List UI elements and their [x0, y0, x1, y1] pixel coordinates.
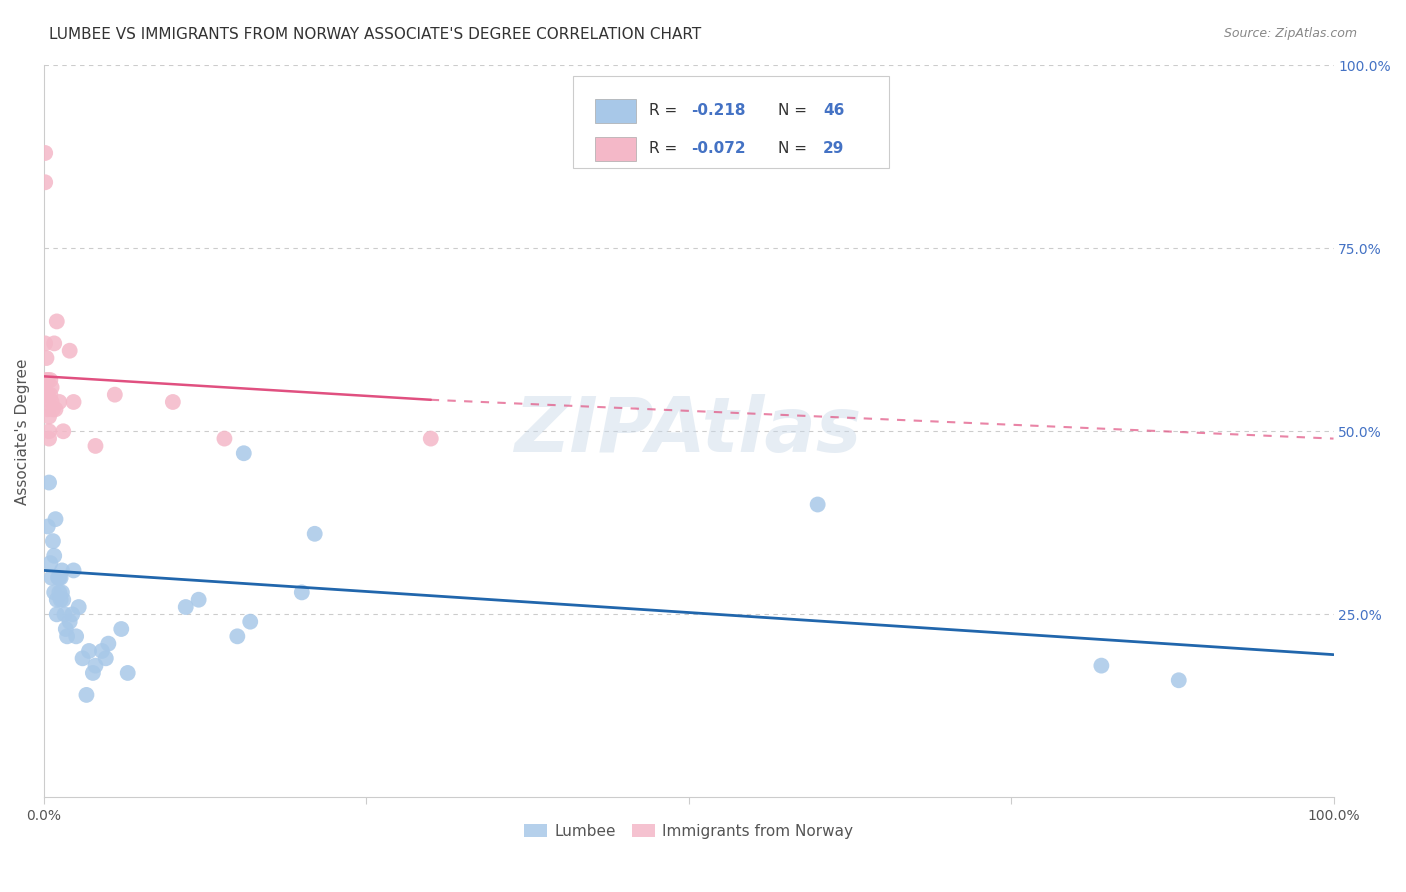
Point: [42, 402, 65, 417]
Text: 29: 29: [823, 141, 844, 156]
Point: [1167, 673, 1189, 688]
Point: [97, 637, 120, 651]
Point: [239, 615, 262, 629]
Point: [51, 563, 73, 577]
Point: [44, 402, 66, 417]
Point: [45, 607, 67, 622]
Point: [35, 373, 58, 387]
Point: [110, 622, 132, 636]
Y-axis label: Associate's Degree: Associate's Degree: [15, 358, 30, 505]
Point: [77, 644, 100, 658]
Point: [52, 592, 75, 607]
Point: [807, 498, 830, 512]
FancyBboxPatch shape: [572, 76, 889, 168]
Point: [419, 432, 441, 446]
Text: N =: N =: [778, 141, 811, 156]
Point: [62, 563, 84, 577]
Point: [34, 336, 56, 351]
Text: -0.218: -0.218: [692, 103, 745, 119]
Point: [52, 424, 75, 438]
Point: [34, 146, 56, 161]
Point: [53, 607, 76, 622]
Text: N =: N =: [778, 103, 811, 119]
Point: [34, 175, 56, 189]
Point: [94, 651, 117, 665]
Point: [44, 549, 66, 563]
Text: 46: 46: [823, 103, 844, 119]
Point: [60, 607, 83, 622]
Point: [90, 644, 112, 658]
Point: [45, 314, 67, 328]
Point: [84, 439, 107, 453]
Point: [49, 571, 72, 585]
Point: [37, 373, 59, 387]
Point: [44, 336, 66, 351]
Point: [49, 592, 72, 607]
Point: [48, 571, 70, 585]
Point: [45, 592, 67, 607]
Point: [84, 658, 107, 673]
Text: LUMBEE VS IMMIGRANTS FROM NORWAY ASSOCIATE'S DEGREE CORRELATION CHART: LUMBEE VS IMMIGRANTS FROM NORWAY ASSOCIA…: [49, 27, 702, 42]
Point: [304, 526, 326, 541]
Point: [48, 585, 70, 599]
Point: [48, 395, 70, 409]
Point: [214, 432, 236, 446]
Point: [37, 402, 59, 417]
Text: -0.072: -0.072: [692, 141, 747, 156]
Point: [37, 387, 59, 401]
Point: [72, 651, 94, 665]
Point: [39, 373, 62, 387]
Point: [41, 395, 63, 409]
Point: [38, 424, 60, 438]
Text: R =: R =: [648, 103, 682, 119]
Point: [41, 571, 63, 585]
Point: [174, 600, 197, 615]
Point: [187, 592, 209, 607]
Point: [62, 395, 84, 409]
Legend: Lumbee, Immigrants from Norway: Lumbee, Immigrants from Norway: [519, 817, 859, 845]
Point: [55, 622, 77, 636]
Point: [56, 629, 79, 643]
Point: [67, 600, 90, 615]
Point: [35, 387, 58, 401]
Point: [44, 512, 66, 526]
Point: [35, 351, 58, 365]
Point: [82, 665, 104, 680]
Point: [59, 343, 82, 358]
Point: [59, 615, 82, 629]
Point: [38, 409, 60, 424]
Point: [104, 387, 127, 401]
Point: [37, 519, 59, 533]
Point: [39, 556, 62, 570]
Point: [117, 665, 139, 680]
Point: [65, 629, 87, 643]
Point: [39, 387, 62, 401]
FancyBboxPatch shape: [595, 137, 636, 161]
Point: [75, 688, 97, 702]
Point: [46, 571, 69, 585]
Point: [291, 585, 314, 599]
Point: [1090, 658, 1112, 673]
Point: [38, 475, 60, 490]
Point: [41, 380, 63, 394]
Point: [42, 534, 65, 549]
Point: [44, 585, 66, 599]
Point: [162, 395, 184, 409]
Text: Source: ZipAtlas.com: Source: ZipAtlas.com: [1223, 27, 1357, 40]
Text: R =: R =: [648, 141, 682, 156]
Point: [51, 585, 73, 599]
Point: [38, 432, 60, 446]
FancyBboxPatch shape: [595, 99, 636, 122]
Point: [226, 629, 249, 643]
Point: [232, 446, 254, 460]
Text: ZIPAtlas: ZIPAtlas: [515, 394, 862, 468]
